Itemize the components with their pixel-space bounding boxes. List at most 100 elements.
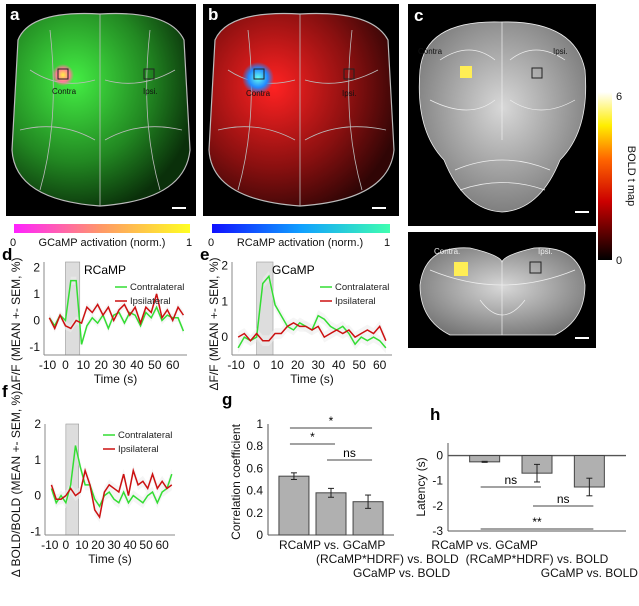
panel-label-d: d [2, 245, 12, 264]
x-axis-label: Time (s) [94, 372, 138, 386]
y-tick-label: 1 [34, 453, 41, 467]
y-tick-label: 0.4 [246, 484, 263, 498]
x-tick-label: -10 [227, 358, 245, 372]
colorbar-b-title: RCaMP activation (norm.) [237, 237, 363, 249]
chart-title: RCaMP [84, 263, 126, 277]
legend-label: Ipsilateral [118, 444, 159, 455]
roi-ipsi-label: Ipsi. [342, 89, 357, 98]
x-tick-label: 0 [62, 358, 69, 372]
y-tick-label: 0 [33, 313, 40, 327]
roi-contra-label: Contra [246, 89, 271, 98]
colorbar-a [14, 224, 190, 233]
significance-label: ns [343, 446, 356, 460]
legend-label: Contralateral [118, 430, 172, 441]
panel-label-h: h [430, 405, 440, 424]
significance-label: * [329, 414, 334, 428]
colorbar-c-max: 6 [616, 91, 622, 103]
panel-label-g: g [222, 390, 232, 409]
x-category-label: GCaMP vs. BOLD [353, 566, 450, 580]
x-tick-label: 20 [95, 358, 109, 372]
bold-activation [454, 262, 468, 276]
y-tick-label: 0.6 [246, 461, 263, 475]
x-tick-label: 50 [148, 358, 162, 372]
x-category-label: RCaMP vs. GCaMP [431, 538, 537, 552]
y-tick-label: 0.8 [246, 439, 263, 453]
sem-band-ipsilateral [49, 289, 184, 333]
y-axis-label: Δ BOLD/BOLD (MEAN +- SEM, %) [9, 391, 23, 577]
significance-label: ns [557, 492, 570, 506]
y-tick-label: 1 [33, 287, 40, 301]
panel-c-coronal-image: Contra. Ipsi. [408, 232, 596, 348]
y-tick-label: 2 [34, 417, 41, 431]
y-tick-label: 0 [436, 449, 443, 463]
roi-contra-label: Contra. [434, 247, 460, 256]
y-tick-label: 0 [256, 528, 263, 542]
y-tick-label: 0 [221, 330, 228, 344]
sem-band-ipsilateral [238, 317, 386, 347]
x-tick-label: 10 [270, 358, 284, 372]
roi-contra [253, 68, 265, 80]
roi-contra [57, 68, 69, 80]
chart-h: RCaMP vs. GCaMP(RCaMP*HDRF) vs. BOLDGCaM… [414, 443, 638, 580]
x-tick-label: 60 [155, 538, 169, 552]
roi-contra-label: Contra [52, 87, 77, 96]
panel-label-e: e [200, 245, 209, 264]
roi-ipsi [143, 68, 155, 80]
significance-label: * [310, 430, 315, 444]
significance-label: ** [532, 515, 542, 529]
x-tick-label: 30 [112, 358, 126, 372]
panel-c-image: Contra Ipsi. c [408, 4, 596, 226]
x-tick-label: 60 [166, 358, 180, 372]
roi-ipsi-label: Ipsi. [143, 87, 158, 96]
roi-ipsi [343, 68, 355, 80]
x-tick-label: 0 [63, 538, 70, 552]
y-tick-label: -1 [29, 340, 40, 354]
y-tick-label: 1 [256, 417, 263, 431]
roi-ipsi-label: Ipsi. [538, 247, 553, 256]
x-tick-label: 20 [91, 538, 105, 552]
roi-contra-label: Contra [418, 47, 443, 56]
y-tick-label: 0 [34, 489, 41, 503]
colorbar-b-max: 1 [384, 237, 390, 249]
colorbar-a-max: 1 [186, 237, 192, 249]
chart-title: GCaMP [272, 263, 315, 277]
activation-spot [52, 64, 74, 86]
series-line-ipsilateral [48, 293, 185, 331]
roi-ipsi [531, 67, 543, 79]
activation-spot [242, 62, 274, 94]
chart-g: RCaMP vs. GCaMP(RCaMP*HDRF) vs. BOLDGCaM… [229, 414, 459, 580]
x-tick-label: 40 [123, 538, 137, 552]
y-tick-label: -2 [432, 499, 443, 513]
x-tick-label: 40 [130, 358, 144, 372]
x-tick-label: 10 [75, 538, 89, 552]
bold-activation [460, 66, 472, 78]
bar [315, 492, 347, 536]
series-line-ipsilateral [50, 467, 173, 520]
colorbar-a-min: 0 [10, 237, 16, 249]
y-tick-label: -1 [432, 474, 443, 488]
stimulus-period [65, 423, 80, 536]
x-axis-label: Time (s) [88, 552, 132, 566]
legend-label: Ipsilateral [335, 296, 376, 307]
x-category-label: RCaMP vs. GCaMP [279, 538, 385, 552]
panel-a-image: Contra Ipsi. a [6, 4, 196, 216]
significance-label: ns [504, 473, 517, 487]
y-tick-label: 2 [33, 260, 40, 274]
x-tick-label: 20 [291, 358, 305, 372]
y-tick-label: 0.2 [246, 506, 263, 520]
x-tick-label: 50 [139, 538, 153, 552]
x-tick-label: 0 [253, 358, 260, 372]
x-tick-label: 60 [373, 358, 387, 372]
y-axis-label: Latency (s) [414, 457, 428, 516]
series-line-contralateral [50, 445, 173, 508]
y-tick-label: 1 [221, 294, 228, 308]
bar [278, 475, 310, 536]
y-axis-label: Correlation coefficient [229, 423, 243, 540]
x-tick-label: 40 [332, 358, 346, 372]
